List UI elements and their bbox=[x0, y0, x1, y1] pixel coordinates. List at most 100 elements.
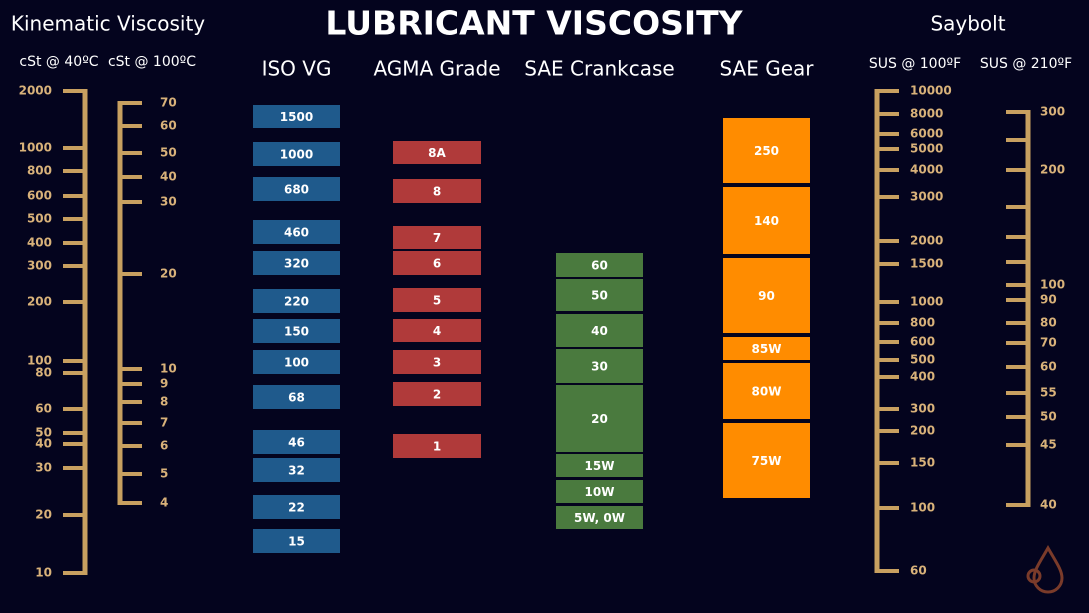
grade-label: 100 bbox=[284, 356, 309, 370]
tick-label: 3000 bbox=[910, 190, 943, 204]
grade-label: 22 bbox=[288, 501, 305, 515]
grade-box bbox=[253, 177, 340, 201]
grade-box bbox=[393, 226, 481, 249]
grade-box bbox=[393, 319, 481, 342]
tick-label: 5 bbox=[160, 467, 168, 481]
grade-box bbox=[723, 258, 810, 333]
tick-label: 8000 bbox=[910, 107, 943, 121]
grade-label: 40 bbox=[591, 324, 608, 338]
tick-label: 10 bbox=[160, 362, 177, 376]
tick-label: 4 bbox=[160, 496, 168, 510]
tick-label: 500 bbox=[27, 212, 52, 226]
grade-box bbox=[253, 529, 340, 553]
grade-box bbox=[556, 349, 643, 383]
grade-label: 1000 bbox=[280, 148, 313, 162]
grade-label: 15 bbox=[288, 535, 305, 549]
grade-box bbox=[723, 187, 810, 254]
grade-box bbox=[393, 350, 481, 374]
grade-label: 1500 bbox=[280, 110, 313, 124]
scale-label: cSt @ 100ºC bbox=[108, 54, 196, 70]
tick-label: 6 bbox=[160, 439, 168, 453]
grade-label: 8 bbox=[433, 185, 441, 199]
tick-label: 50 bbox=[35, 426, 52, 440]
grade-label: 32 bbox=[288, 464, 305, 478]
tick-label: 40 bbox=[1040, 498, 1057, 512]
grade-label: 46 bbox=[288, 436, 305, 450]
grade-label: 68 bbox=[288, 391, 305, 405]
tick-label: 60 bbox=[910, 564, 927, 578]
grade-label: 15W bbox=[585, 459, 615, 473]
tick-label: 60 bbox=[35, 402, 52, 416]
scale-label: cSt @ 40ºC bbox=[19, 54, 98, 70]
tick-label: 40 bbox=[160, 170, 177, 184]
grade-box bbox=[253, 251, 340, 275]
tick-label: 800 bbox=[910, 316, 935, 330]
grade-label: 150 bbox=[284, 325, 309, 339]
column-title: SAE Crankcase bbox=[524, 57, 674, 81]
grade-box bbox=[556, 279, 643, 311]
grade-box bbox=[723, 423, 810, 498]
grade-label: 3 bbox=[433, 356, 441, 370]
tick-label: 20 bbox=[35, 508, 52, 522]
grade-label: 4 bbox=[433, 324, 441, 338]
grade-label: 220 bbox=[284, 295, 309, 309]
kinematic-title: Kinematic Viscosity bbox=[11, 12, 205, 36]
tick-label: 60 bbox=[1040, 360, 1057, 374]
grade-label: 7 bbox=[433, 231, 441, 245]
tick-label: 1500 bbox=[910, 257, 943, 271]
grade-box bbox=[393, 179, 481, 203]
tick-label: 9 bbox=[160, 377, 168, 391]
column-title: AGMA Grade bbox=[373, 57, 500, 81]
tick-label: 6000 bbox=[910, 127, 943, 141]
tick-label: 1000 bbox=[19, 141, 52, 155]
grade-label: 10W bbox=[585, 485, 615, 499]
tick-label: 1000 bbox=[910, 295, 943, 309]
tick-label: 600 bbox=[910, 335, 935, 349]
tick-label: 30 bbox=[160, 195, 177, 209]
tick-label: 300 bbox=[910, 402, 935, 416]
tick-label: 50 bbox=[1040, 410, 1057, 424]
tick-label: 70 bbox=[1040, 336, 1057, 350]
scale-label: SUS @ 210ºF bbox=[980, 56, 1072, 72]
tick-label: 70 bbox=[160, 96, 177, 110]
tick-label: 600 bbox=[27, 189, 52, 203]
tick-label: 80 bbox=[35, 366, 52, 380]
grade-label: 140 bbox=[754, 214, 779, 228]
grade-box bbox=[253, 289, 340, 313]
grade-box bbox=[253, 430, 340, 454]
tick-label: 200 bbox=[1040, 163, 1065, 177]
grade-label: 60 bbox=[591, 259, 608, 273]
tick-label: 4000 bbox=[910, 163, 943, 177]
grade-box bbox=[723, 118, 810, 183]
tick-label: 100 bbox=[27, 354, 52, 368]
saybolt-title: Saybolt bbox=[930, 12, 1005, 36]
grade-label: 1 bbox=[433, 440, 441, 454]
grade-box bbox=[393, 382, 481, 406]
tick-label: 800 bbox=[27, 164, 52, 178]
grade-label: 30 bbox=[591, 360, 608, 374]
tick-label: 55 bbox=[1040, 386, 1057, 400]
tick-label: 40 bbox=[35, 437, 52, 451]
tick-label: 80 bbox=[1040, 316, 1057, 330]
grade-label: 460 bbox=[284, 226, 309, 240]
grade-box bbox=[393, 141, 481, 164]
grade-label: 85W bbox=[752, 342, 782, 356]
grade-box bbox=[723, 337, 810, 360]
tick-label: 10 bbox=[35, 566, 52, 580]
grade-box bbox=[253, 105, 340, 128]
tick-label: 8 bbox=[160, 395, 168, 409]
tick-label: 60 bbox=[160, 119, 177, 133]
grade-box bbox=[253, 220, 340, 244]
grade-box bbox=[556, 385, 643, 452]
grade-box bbox=[253, 350, 340, 374]
column-title: ISO VG bbox=[262, 57, 332, 81]
column-title: SAE Gear bbox=[719, 57, 814, 81]
tick-label: 200 bbox=[910, 424, 935, 438]
tick-label: 400 bbox=[27, 236, 52, 250]
grade-label: 250 bbox=[754, 144, 779, 158]
grade-label: 5 bbox=[433, 294, 441, 308]
grade-label: 6 bbox=[433, 257, 441, 271]
grade-box bbox=[556, 454, 643, 477]
tick-label: 90 bbox=[1040, 293, 1057, 307]
